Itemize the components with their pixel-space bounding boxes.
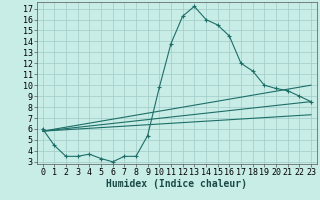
X-axis label: Humidex (Indice chaleur): Humidex (Indice chaleur) xyxy=(106,179,247,189)
